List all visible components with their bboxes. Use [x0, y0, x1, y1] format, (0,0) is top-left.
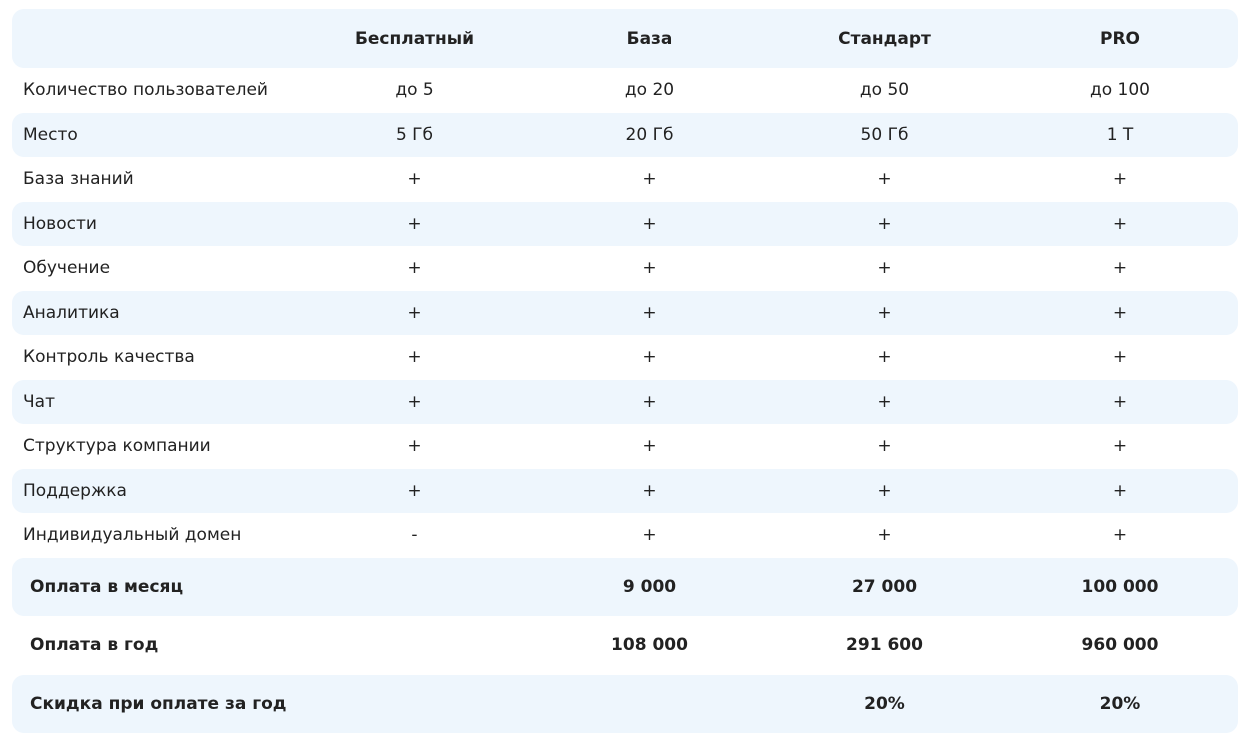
feature-label: Место	[23, 124, 78, 145]
feature-value-base: +	[642, 436, 657, 457]
feature-value-standard: +	[877, 525, 892, 546]
feature-value-free: +	[407, 436, 422, 457]
feature-row: Поддержка + + + +	[12, 468, 1238, 513]
feature-row: Место 5 Гб 20 Гб 50 Гб 1 Т	[12, 112, 1238, 157]
feature-value-pro: +	[1112, 169, 1128, 190]
header-plan-base: База	[626, 28, 673, 49]
header-plan-standard: Стандарт	[838, 28, 931, 49]
feature-label: Индивидуальный домен	[23, 525, 242, 546]
feature-value-free: -	[411, 525, 418, 546]
feature-label: Чат	[23, 391, 55, 412]
feature-row: База знаний + + + +	[12, 157, 1238, 202]
feature-value-free: +	[407, 480, 422, 501]
feature-value-free: +	[407, 213, 422, 234]
price-value-pro: 960 000	[1081, 635, 1159, 656]
feature-value-pro: +	[1112, 436, 1128, 457]
feature-label: Новости	[23, 213, 97, 234]
feature-value-free: +	[407, 347, 422, 368]
feature-value-base: 20 Гб	[625, 124, 674, 145]
header-plan-free: Бесплатный	[354, 28, 475, 49]
feature-label: Структура компании	[23, 436, 211, 457]
feature-value-standard: до 50	[859, 80, 910, 101]
feature-value-base: +	[642, 525, 657, 546]
feature-value-standard: +	[877, 391, 892, 412]
feature-value-pro: до 100	[1089, 80, 1150, 101]
feature-value-pro: +	[1112, 347, 1128, 368]
feature-value-pro: +	[1112, 258, 1128, 279]
feature-label: Поддержка	[23, 480, 127, 501]
feature-value-free: +	[407, 258, 422, 279]
price-row: Скидка при оплате за год 20% 20%	[12, 674, 1238, 733]
feature-label: Обучение	[23, 258, 111, 279]
price-value-pro: 20%	[1099, 693, 1141, 714]
price-label: Оплата в год	[30, 635, 159, 656]
feature-value-free: +	[407, 169, 422, 190]
price-value-pro: 100 000	[1081, 576, 1159, 597]
price-value-base: 108 000	[611, 635, 688, 656]
feature-value-base: +	[642, 302, 657, 323]
feature-label: Контроль качества	[23, 347, 195, 368]
feature-value-standard: +	[877, 480, 892, 501]
price-value-standard: 291 600	[846, 635, 923, 656]
price-value-standard: 27 000	[851, 576, 918, 597]
feature-value-base: +	[642, 347, 657, 368]
feature-value-pro: +	[1112, 525, 1128, 546]
feature-value-base: +	[642, 258, 657, 279]
feature-value-standard: +	[877, 169, 892, 190]
feature-value-standard: +	[877, 436, 892, 457]
feature-label: Количество пользователей	[23, 80, 268, 101]
feature-row: Контроль качества + + + +	[12, 335, 1238, 380]
feature-row: Количество пользователей до 5 до 20 до 50 до…	[12, 68, 1238, 113]
pricing-table: Бесплатный База Стандарт PRO Количество …	[12, 9, 1238, 733]
feature-value-base: до 20	[624, 80, 675, 101]
price-value-standard: 20%	[864, 693, 905, 714]
feature-row: Индивидуальный домен - + + +	[12, 513, 1238, 558]
feature-value-standard: +	[877, 302, 892, 323]
feature-label: База знаний	[23, 169, 134, 190]
feature-value-standard: +	[877, 213, 892, 234]
feature-value-pro: +	[1112, 480, 1128, 501]
feature-row: Чат + + + +	[12, 379, 1238, 424]
header-plan-pro: PRO	[1099, 28, 1140, 49]
feature-row: Новости + + + +	[12, 201, 1238, 246]
feature-value-standard: +	[877, 347, 892, 368]
feature-value-free: +	[407, 391, 422, 412]
feature-value-standard: +	[877, 258, 892, 279]
feature-value-standard: 50 Гб	[860, 124, 909, 145]
feature-value-pro: 1 Т	[1106, 124, 1134, 145]
price-row: Оплата в месяц 9 000 27 000 100 000	[12, 557, 1238, 616]
feature-row: Структура компании + + + +	[12, 424, 1238, 469]
feature-value-free: до 5	[395, 80, 434, 101]
feature-value-base: +	[642, 391, 657, 412]
feature-value-free: 5 Гб	[395, 124, 434, 145]
feature-row: Обучение + + + +	[12, 246, 1238, 291]
price-label: Скидка при оплате за год	[30, 693, 287, 714]
feature-value-free: +	[407, 302, 422, 323]
feature-label: Аналитика	[23, 302, 120, 323]
table-header-row: Бесплатный База Стандарт PRO	[12, 9, 1238, 68]
price-row: Оплата в год 108 000 291 600 960 000	[12, 616, 1238, 675]
feature-value-base: +	[642, 169, 657, 190]
feature-value-pro: +	[1112, 391, 1128, 412]
price-value-base: 9 000	[622, 576, 677, 597]
price-label: Оплата в месяц	[30, 576, 184, 597]
feature-value-base: +	[642, 480, 657, 501]
feature-value-base: +	[642, 213, 657, 234]
feature-row: Аналитика + + + +	[12, 290, 1238, 335]
feature-value-pro: +	[1112, 302, 1128, 323]
feature-value-pro: +	[1112, 213, 1128, 234]
